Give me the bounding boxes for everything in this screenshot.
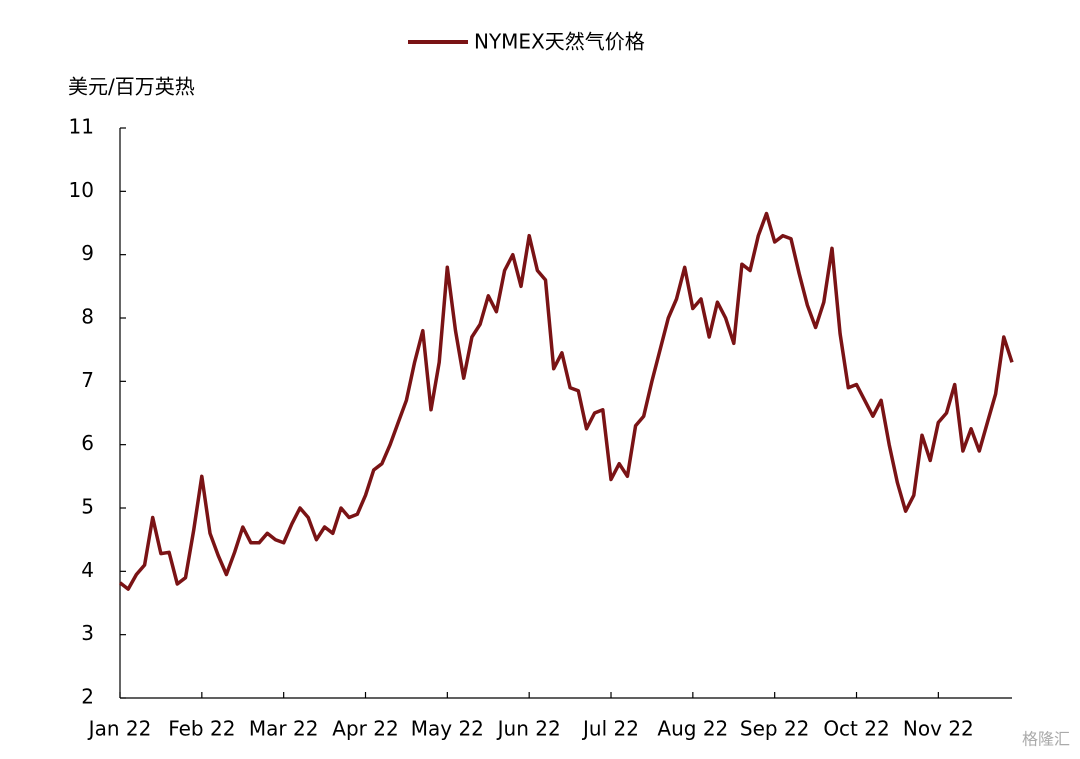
x-tick-label: Nov 22 [903,717,974,741]
watermark: 格隆汇 [1022,730,1070,749]
y-tick-label: 7 [81,368,94,392]
y-tick-label: 9 [81,241,94,265]
y-tick-label: 4 [81,558,94,582]
y-tick-label: 8 [81,305,94,329]
y-tick-label: 3 [81,621,94,645]
y-tick-label: 10 [69,178,94,202]
x-tick-label: Feb 22 [168,717,235,741]
legend-label: NYMEX天然气价格 [474,30,645,54]
x-tick-label: Jan 22 [87,717,152,741]
x-tick-label: Jun 22 [496,717,561,741]
x-tick-label: May 22 [411,717,484,741]
x-tick-label: Sep 22 [740,717,810,741]
x-tick-label: Jul 22 [581,717,639,741]
line [118,211,1014,591]
x-tick-label: Mar 22 [249,717,319,741]
y-tick-label: 2 [81,685,94,709]
x-tick-label: Apr 22 [332,717,398,741]
y-axis-label: 美元/百万英热 [68,75,195,99]
y-tick-label: 6 [81,431,94,455]
x-tick-label: Aug 22 [657,717,728,741]
x-tick-label: Oct 22 [823,717,889,741]
y-tick-label: 5 [81,495,94,519]
y-tick-label: 11 [69,115,94,139]
